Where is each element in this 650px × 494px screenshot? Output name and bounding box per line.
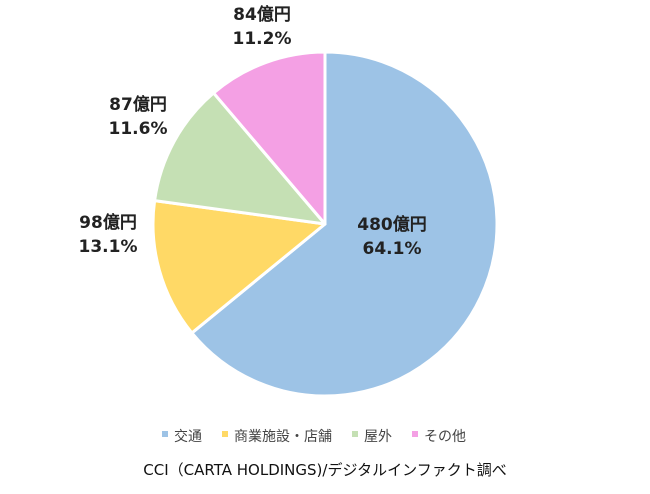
legend-label-1: 商業施設・店舗 [234,429,332,445]
legend-swatch-3 [412,431,418,437]
slice-percent-label-3: 11.2% [233,29,292,49]
legend-label-3: その他 [424,429,466,445]
pie-slice-0 [190,50,499,398]
slice-value-label-1: 98億円 [79,212,137,233]
legend-swatch-2 [352,431,358,437]
slice-value-label-2: 87億円 [109,94,167,115]
slice-value-label-3: 84億円 [233,4,291,25]
legend-swatch-0 [162,431,168,437]
pie-slice-2 [153,91,327,226]
pie-slice-3 [212,50,327,226]
legend-swatch-1 [222,431,228,437]
legend: 交通 商業施設・店舗 屋外 その他 [162,428,466,445]
slice-percent-label-0: 64.1% [363,239,422,259]
legend-label-0: 交通 [174,428,202,445]
slice-percent-label-2: 11.6% [109,119,168,139]
slice-percent-label-1: 13.1% [79,237,138,257]
pie-slices [151,50,499,398]
pie-slice-1 [151,199,327,335]
slice-value-label-0: 480億円 [357,214,427,235]
legend-label-2: 屋外 [364,429,392,445]
source-note: CCI（CARTA HOLDINGS)/デジタルインファクト調べ [143,461,507,479]
data-labels: 480億円 64.1% 98億円 13.1% 87億円 11.6% 84億円 11.2% [79,4,427,259]
